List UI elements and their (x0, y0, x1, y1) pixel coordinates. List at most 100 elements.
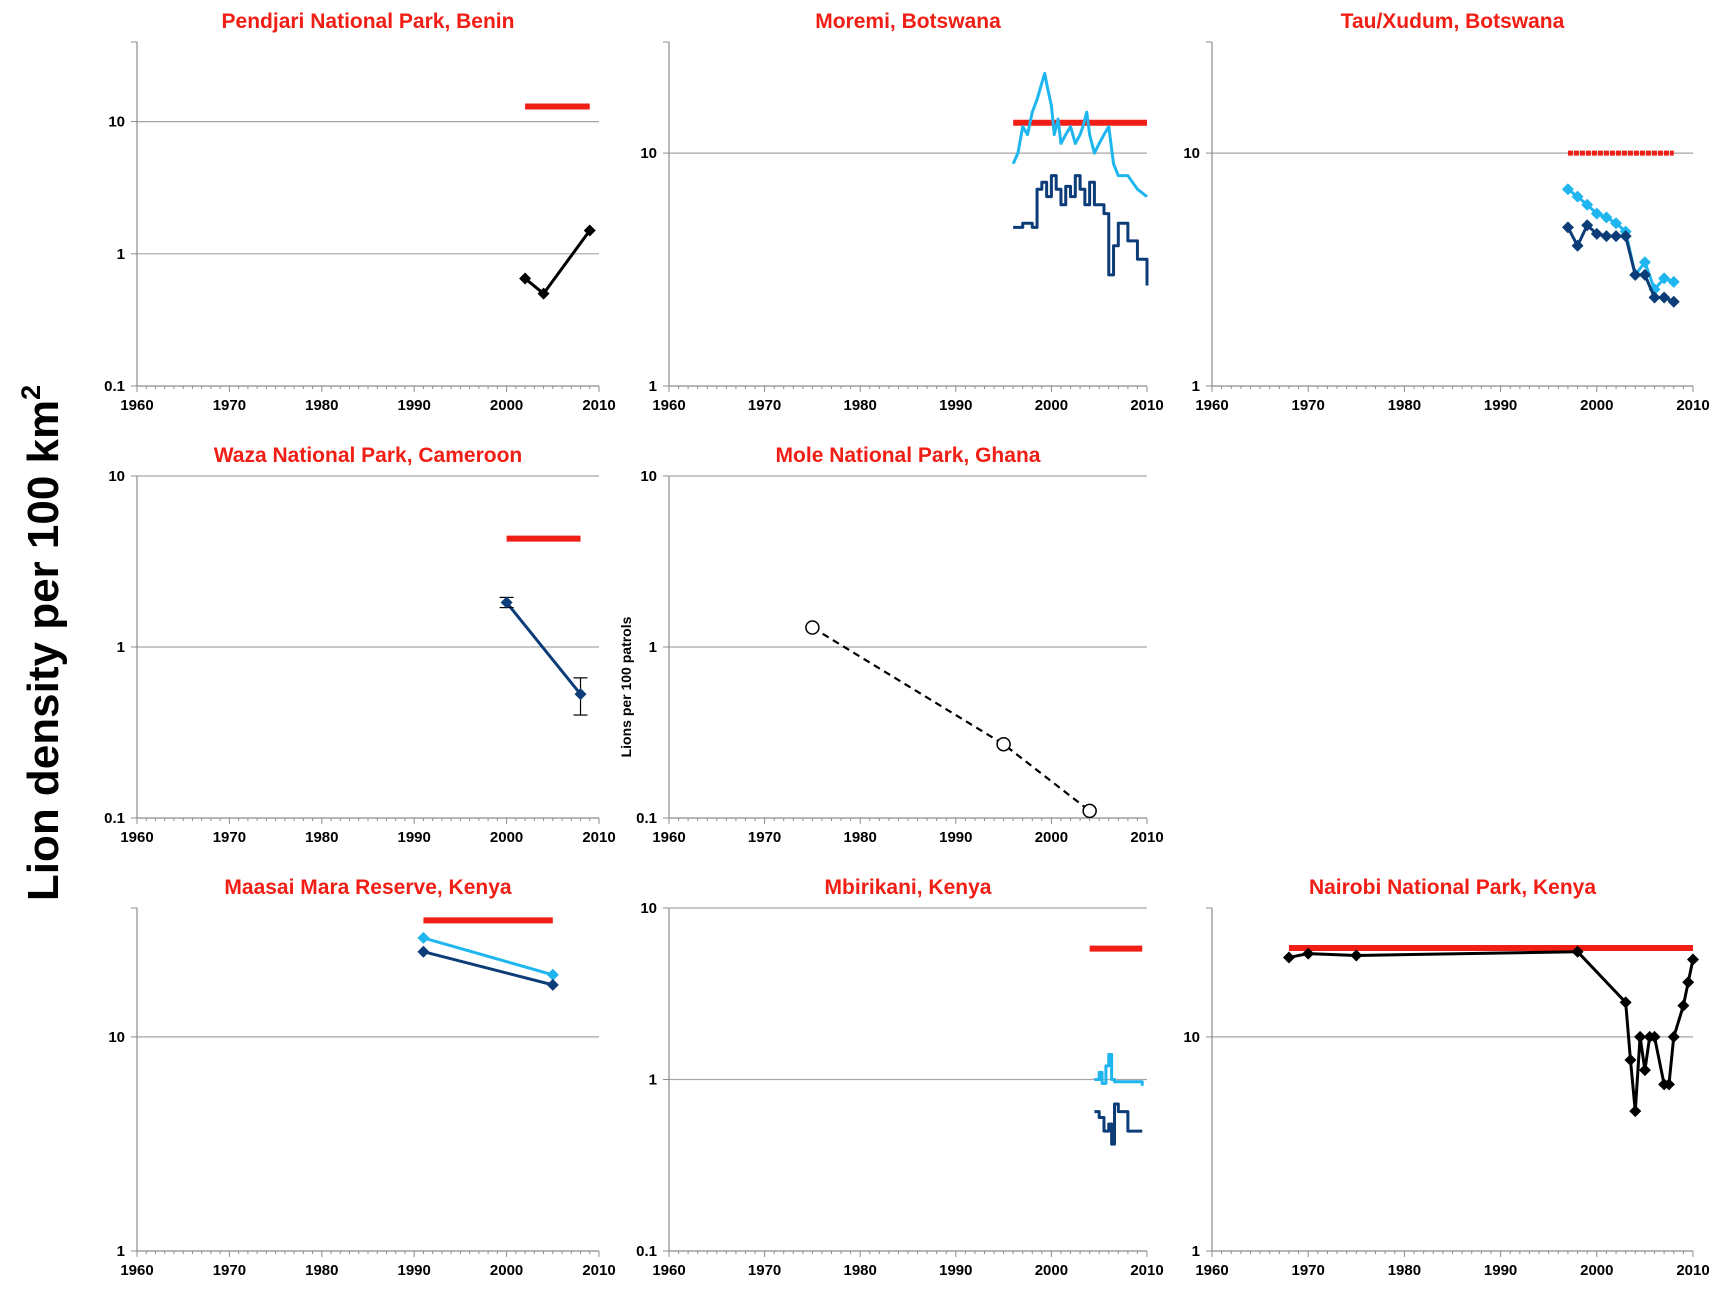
x-tick-label: 2010 (1130, 1262, 1163, 1279)
chart-moremi: 1960 1970 1980 1990 2000 2010 1 10 Moremi, Botsw… (640, 10, 1163, 414)
y-tick-label: 0.1 (636, 1243, 657, 1260)
x-tick-label: 2010 (1130, 397, 1163, 414)
data-point (546, 968, 559, 981)
x-tick-label: 1980 (1388, 1262, 1421, 1279)
data-point (1082, 803, 1097, 819)
series-dark_series (1013, 174, 1149, 286)
y-tick-label: 1 (117, 639, 125, 656)
y-tick-label: 0.1 (104, 378, 125, 395)
y-tick-label: 1 (117, 246, 125, 263)
y-tick-label: 1 (649, 639, 657, 656)
data-point (1648, 291, 1661, 304)
data-point (1302, 947, 1315, 960)
y-tick-label: 1 (1192, 378, 1200, 395)
series-dark_series (417, 945, 559, 991)
series-line (423, 950, 554, 987)
data-point (1619, 996, 1632, 1009)
series-dark_series (499, 596, 588, 716)
x-tick-label: 1960 (652, 397, 685, 414)
x-tick-label: 2010 (582, 829, 615, 846)
data-point (1571, 945, 1584, 958)
series-black_series (519, 224, 596, 300)
y-tick-label: 10 (640, 145, 657, 162)
data-point (1667, 1030, 1680, 1043)
data-point (546, 978, 559, 991)
data-point (1638, 268, 1651, 281)
data-point (537, 287, 550, 300)
chart-mole: 1960 1970 1980 1990 2000 2010 0.1 1 10 Mole Natio… (618, 444, 1164, 846)
x-tick-label: 1990 (1484, 1262, 1517, 1279)
chart-waza: 1960 1970 1980 1990 2000 2010 0.1 1 10 Waza Natio… (104, 444, 616, 846)
series-line (505, 601, 582, 696)
x-tick-label: 2010 (582, 397, 615, 414)
x-tick-label: 2010 (1676, 397, 1709, 414)
x-tick-label: 1980 (844, 829, 877, 846)
chart-tau: 1960 1970 1980 1990 2000 2010 1 10 Tau/Xudum, Bo… (1183, 10, 1709, 414)
series-line (1288, 950, 1695, 1113)
series-line (1013, 174, 1149, 286)
series-black_series (1282, 945, 1699, 1118)
series-line (811, 626, 1091, 812)
x-tick-label: 1980 (844, 397, 877, 414)
x-tick-label: 1970 (1292, 397, 1325, 414)
x-tick-label: 1970 (1292, 1262, 1325, 1279)
x-tick-label: 1980 (1388, 397, 1421, 414)
chart-title: Nairobi National Park, Kenya (1309, 876, 1596, 899)
data-point (1561, 183, 1574, 196)
data-point (1590, 207, 1603, 220)
y-tick-label: 10 (108, 1029, 125, 1046)
x-tick-label: 1980 (305, 1262, 338, 1279)
data-point (1571, 190, 1584, 203)
y-tick-label: 0.1 (104, 810, 125, 827)
x-tick-label: 1960 (120, 397, 153, 414)
x-tick-label: 2000 (1580, 397, 1613, 414)
chart-title: Maasai Mara Reserve, Kenya (224, 876, 511, 899)
x-tick-label: 1960 (652, 829, 685, 846)
x-tick-label: 1970 (213, 397, 246, 414)
x-tick-label: 1970 (748, 829, 781, 846)
x-tick-label: 1970 (748, 397, 781, 414)
chart-title: Pendjari National Park, Benin (222, 10, 515, 33)
chart-title: Moremi, Botswana (815, 10, 1001, 33)
data-point (1658, 272, 1671, 285)
x-tick-label: 1970 (213, 829, 246, 846)
chart-panels: 1960 1970 1980 1990 2000 2010 0.1 1 10 Pendjari N… (104, 10, 1710, 1279)
data-point (417, 931, 430, 944)
data-point (1350, 949, 1363, 962)
data-point (519, 272, 532, 285)
series-light_series (417, 931, 559, 981)
chart-mbirikani: 1960 1970 1980 1990 2000 2010 0.1 1 10 Mbirikani,… (636, 876, 1164, 1279)
data-point (583, 224, 596, 237)
y-tick-label: 10 (108, 114, 125, 131)
x-tick-label: 1970 (748, 1262, 781, 1279)
data-point (1571, 239, 1584, 252)
series-line (423, 936, 554, 977)
x-tick-label: 1990 (398, 397, 431, 414)
x-tick-label: 1960 (1195, 397, 1228, 414)
data-point (417, 945, 430, 958)
data-point (574, 688, 587, 701)
data-point (1600, 211, 1613, 224)
y-tick-label: 10 (1183, 145, 1200, 162)
data-point (1619, 230, 1632, 243)
x-tick-label: 2000 (1035, 1262, 1068, 1279)
data-point (1658, 291, 1671, 304)
x-tick-label: 2000 (1035, 829, 1068, 846)
series-line (1011, 71, 1148, 198)
data-point (500, 596, 513, 609)
chart-title: Mole National Park, Ghana (776, 444, 1041, 467)
data-point (1610, 217, 1623, 230)
x-tick-label: 2000 (490, 829, 523, 846)
data-point (1629, 268, 1642, 281)
data-point (1282, 951, 1295, 964)
data-point (1590, 227, 1603, 240)
x-tick-label: 1960 (120, 829, 153, 846)
data-point (1634, 1030, 1647, 1043)
series-light_series (1011, 71, 1148, 198)
y-tick-label: 1 (649, 378, 657, 395)
x-tick-label: 2010 (1130, 829, 1163, 846)
x-tick-label: 1990 (939, 397, 972, 414)
x-tick-label: 2000 (1580, 1262, 1613, 1279)
y-tick-label: 10 (108, 468, 125, 485)
